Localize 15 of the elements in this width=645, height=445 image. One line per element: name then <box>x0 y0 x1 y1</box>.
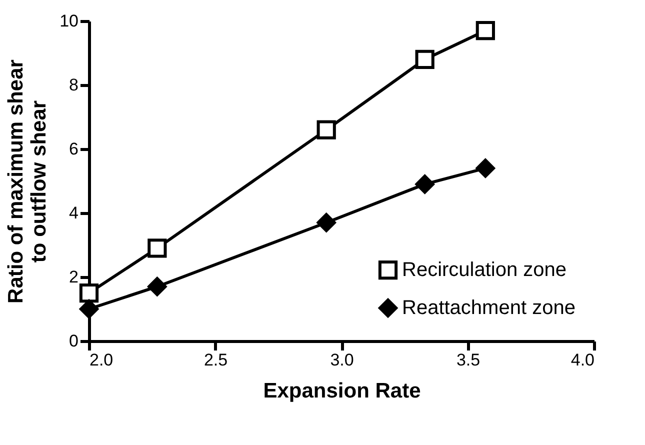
x-tick-label: 3.5 <box>456 350 480 370</box>
y-axis-title: Ratio of maximum shear to outflow shear <box>4 60 51 304</box>
y-tick-label: 4 <box>69 204 78 222</box>
y-tick-label: 10 <box>60 12 78 30</box>
legend-label: Recirculation zone <box>402 259 567 281</box>
x-tick-label: 2.0 <box>90 350 114 370</box>
x-tick-label: 4.0 <box>570 350 594 370</box>
y-tick-label: 0 <box>69 332 78 350</box>
legend-label: Reattachment zone <box>402 297 576 319</box>
x-tick-label: 3.0 <box>330 350 354 370</box>
x-axis-title: Expansion Rate <box>263 380 421 402</box>
y-tick-label: 8 <box>69 76 78 94</box>
y-tick-label: 6 <box>69 140 78 158</box>
x-tick-label: 2.5 <box>204 350 228 370</box>
y-tick-label: 2 <box>69 268 78 286</box>
